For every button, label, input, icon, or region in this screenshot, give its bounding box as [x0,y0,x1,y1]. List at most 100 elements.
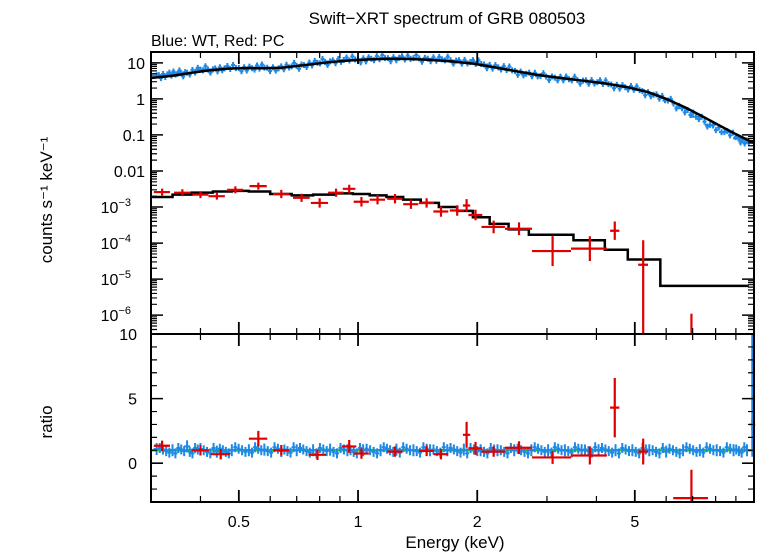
wt-data-point [414,52,419,59]
wt-ratio-point [317,442,322,453]
wt-ratio-point [612,444,619,457]
y-tick-label-base: 10 [101,200,119,217]
wt-ratio-point [633,446,638,457]
wt-ratio-point [335,448,340,459]
wt-ratio-point [179,444,184,455]
wt-ratio-point [603,444,608,455]
pc-data-point [481,220,505,234]
y-tick-label-exponent: −4 [118,233,131,245]
pc-data-point [468,209,483,221]
pc-ratio-point [308,449,326,460]
wt-ratio-point [539,445,544,456]
y-tick-label-base: 10 [101,236,119,253]
wt-ratio-point [249,447,254,458]
wt-ratio-point [637,448,642,459]
wt-data-point [177,67,182,74]
y-tick-label-base: 1 [136,92,145,109]
pc-data-series [153,182,693,334]
pc-data-point [249,182,267,190]
wt-ratio-point [364,443,369,454]
wt-ratio-point [657,448,662,459]
wt-data-point [259,61,264,68]
wt-ratio-point [687,443,692,454]
wt-ratio-point [173,448,178,459]
y-tick-label-base: 10 [101,272,119,289]
wt-ratio-point [704,442,709,453]
wt-ratio-point [670,445,675,456]
wt-ratio-point [595,444,602,457]
wt-ratio-point [293,444,300,457]
wt-ratio-point [371,446,376,457]
wt-ratio-point [357,442,362,453]
y-tick-label-exponent: −5 [118,269,131,281]
wt-ratio-point [176,442,181,453]
wt-ratio-point [458,447,463,458]
wt-ratio-point [228,444,235,457]
wt-ratio-point [660,442,665,453]
chart-title: Swift−XRT spectrum of GRB 080503 [309,9,586,28]
wt-ratio-point [164,446,169,457]
pc-data-point [227,186,244,194]
pc-data-point [610,221,620,240]
wt-ratio-point [552,442,557,453]
spectrum-frame [150,51,755,335]
pc-ratio-point [610,377,620,438]
y-tick-label-base: 0.1 [123,128,145,145]
pc-ratio-point [387,446,403,457]
pc-data-point [387,194,403,204]
pc-ratio-point [462,421,471,448]
wt-ratio-point [338,442,343,453]
wt-ratio-point [327,443,334,456]
y-tick-label-base: 10 [101,308,119,325]
wt-ratio-point [576,443,581,454]
chart-subtitle: Blue: WT, Red: PC [151,33,284,50]
ratio-panel: 0 5 10 0.5 1 2 5 [119,327,756,531]
wt-data-point [696,116,701,123]
wt-ratio-point [691,445,696,456]
wt-ratio-point [606,446,611,457]
wt-ratio-point [677,448,682,459]
wt-ratio-point [701,447,706,458]
pc-ratio-point [341,439,357,453]
wt-ratio-point [650,445,655,456]
y-tick-label: 10−6 [101,305,131,325]
wt-ratio-point [593,442,598,453]
pc-data-point [328,188,344,197]
wt-data-point [682,109,687,116]
wt-ratio-point [233,442,238,453]
wt-ratio-point [629,444,636,457]
wt-data-point [320,56,325,63]
wt-ratio-point [663,445,670,458]
wt-ratio-point [297,442,302,453]
y-tick-label: 10−3 [101,197,131,217]
pc-data-point [638,240,649,334]
wt-ratio-point [321,444,326,455]
pc-ratio-point [418,445,434,457]
pc-ratio-point [638,438,649,465]
wt-ratio-point [418,447,423,458]
wt-data-point [292,59,297,66]
pc-data-point [369,194,386,205]
wt-ratio-point [724,442,729,453]
wt-ratio-point [404,443,409,454]
wt-ratio-point [718,446,723,457]
pc-data-point [208,192,225,200]
y-tick-label-exponent: −3 [118,197,131,209]
y-tick-label: 0 [128,456,137,473]
pc-data-point [504,222,532,236]
y-axis-label-spectrum: counts s⁻¹ keV⁻¹ [37,136,56,263]
wt-ratio-point [307,447,312,458]
wt-data-point [344,54,349,61]
wt-ratio-point [485,448,490,459]
pc-ratio-point [273,445,290,456]
wt-ratio-point [728,443,733,454]
wt-data-point [203,63,208,70]
wt-ratio-point [511,444,518,457]
wt-ratio-point [616,448,621,459]
wt-ratio-point [431,444,436,455]
wt-data-point [167,69,172,76]
pc-ratio-point [468,441,483,455]
wt-data-point [711,122,716,129]
